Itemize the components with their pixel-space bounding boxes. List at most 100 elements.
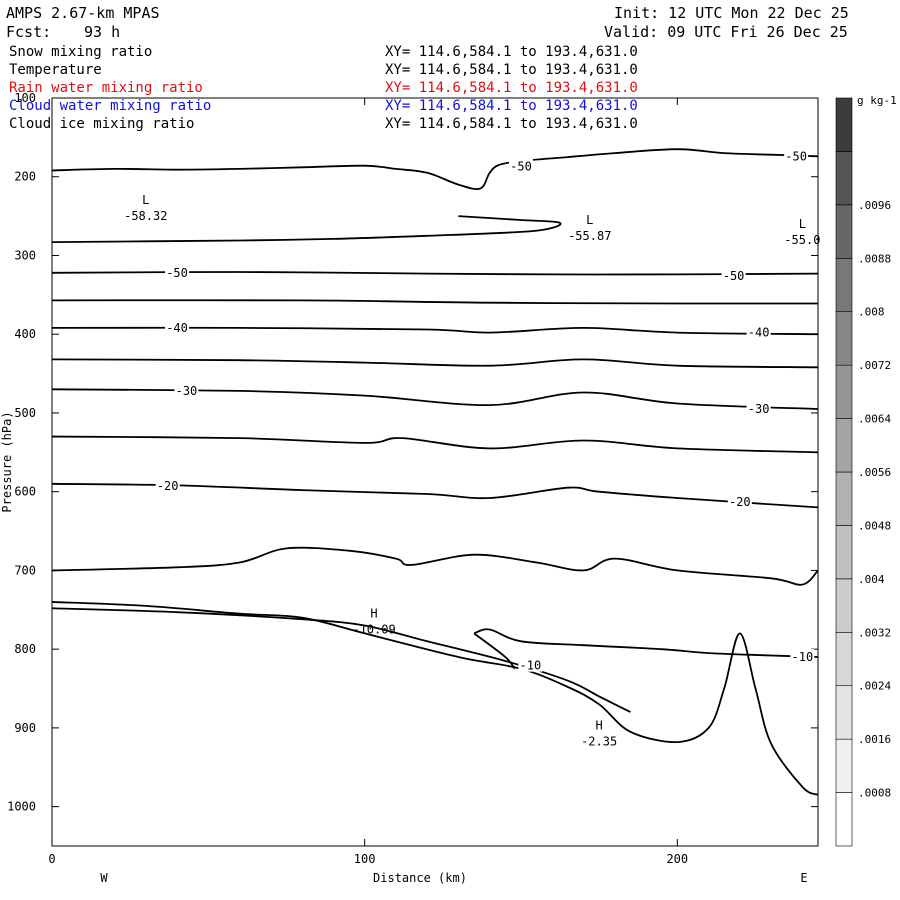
field-name: Snow mixing ratio [9,44,153,60]
y-tick-label: 400 [14,327,36,341]
temperature-contour [51,358,819,369]
contour-label-bg [746,401,771,416]
colorbar-segment [835,418,853,473]
field-xy-range: XY= 114.6,584.1 to 193.4,631.0 [385,98,638,114]
east-label: E [800,871,807,885]
colorbar-segment [835,792,853,847]
forecast-label: Fcst: [6,23,52,41]
colorbar-segment [835,738,853,793]
y-tick-label: 800 [14,642,36,656]
valid-time: Valid: 09 UTC Fri 26 Dec 25 [604,23,848,41]
y-tick-label: 600 [14,485,36,499]
field-xy-range: XY= 114.6,584.1 to 193.4,631.0 [385,116,638,132]
temperature-contour [51,148,819,190]
temperature-contour [473,632,516,670]
colorbar-tick-label: .0048 [858,519,891,532]
contour-label: -20 [729,495,751,509]
colorbar-tick-label: .008 [858,306,885,319]
extremum-value: -55.0 [784,233,820,247]
colorbar-segment [835,578,853,633]
contour-label: -10 [792,650,814,664]
contour-label-bg [155,478,180,493]
x-tick-label: 200 [666,852,688,866]
contour-label: -40 [166,321,188,335]
colorbar-segment [835,364,853,419]
temperature-contour [51,435,819,454]
extremum-value: -2.35 [581,734,617,748]
contour-label: -10 [520,659,542,673]
extremum-value: -58.32 [124,209,167,223]
contour-label: -20 [157,479,179,493]
temperature-contour [51,601,819,796]
temperature-contour [51,215,562,243]
colorbar-tick-label: .0072 [858,359,891,372]
y-tick-label: 900 [14,721,36,735]
contour-label-bg [790,649,815,664]
x-tick-label: 0 [48,852,55,866]
extremum-value: -10.09 [352,623,395,637]
temperature-contour [51,546,819,586]
contour-label: -50 [166,266,188,280]
y-tick-label: 300 [14,248,36,262]
temperature-contour [51,271,819,276]
forecast-hour: 93 h [84,23,121,41]
colorbar-segment [835,97,853,152]
high-marker: H [596,718,603,732]
colorbar-segment [835,204,853,259]
colorbar-unit: g kg-1 [857,94,897,107]
colorbar-tick-label: .0088 [858,252,891,265]
colorbar-tick-label: .0096 [858,199,891,212]
colorbar-tick-label: .0024 [858,680,891,693]
field-name: Cloud water mixing ratio [9,98,212,114]
colorbar-segment [835,685,853,740]
contour-label: -50 [785,149,807,163]
temperature-contour [51,607,631,713]
contour-label: -50 [723,269,745,283]
colorbar-tick-label: .0016 [858,733,891,746]
contour-label: -40 [748,326,770,340]
field-xy-range: XY= 114.6,584.1 to 193.4,631.0 [385,62,638,78]
contour-label-bg [165,319,190,334]
y-axis-title: Pressure (hPa) [0,411,14,512]
contour-label-bg [165,264,190,279]
temperature-contour [473,628,819,658]
y-tick-label: 200 [14,170,36,184]
temperature-contour [51,482,819,509]
y-tick-label: 500 [14,406,36,420]
contour-label-bg [174,382,199,397]
low-marker: L [799,217,806,231]
field-xy-range: XY= 114.6,584.1 to 193.4,631.0 [385,44,638,60]
colorbar-tick-label: .0056 [858,466,891,479]
y-tick-label: 700 [14,563,36,577]
contour-label-bg [721,267,746,282]
contour-label-bg [746,324,771,339]
init-time: Init: 12 UTC Mon 22 Dec 25 [614,4,849,22]
contour-label-bg [727,493,752,508]
plot-frame [51,97,819,847]
colorbar-segment [835,631,853,687]
colorbar-segment [835,151,853,206]
temperature-contour [51,326,819,336]
colorbar-tick-label: .004 [858,573,885,586]
colorbar-segment [835,311,853,366]
contour-label-bg [784,148,809,163]
colorbar-tick-label: .0008 [858,787,891,800]
temperature-contour [51,299,819,305]
extremum-value: -55.87 [568,229,611,243]
contour-label-bg [518,657,543,672]
contour-label: -50 [510,160,532,174]
colorbar-tick-label: .0032 [858,626,891,639]
y-tick-label: 100 [14,91,36,105]
model-title: AMPS 2.67-km MPAS [6,4,160,22]
colorbar-tick-label: .0064 [858,413,891,426]
high-marker: H [370,607,377,621]
field-name: Temperature [9,62,102,78]
field-xy-range: XY= 114.6,584.1 to 193.4,631.0 [385,80,638,96]
west-label: W [100,871,108,885]
x-axis-title: Distance (km) [373,871,467,885]
colorbar-segment [835,525,853,580]
x-tick-label: 100 [354,852,376,866]
y-tick-label: 1000 [7,800,36,814]
contour-label: -30 [748,402,770,416]
